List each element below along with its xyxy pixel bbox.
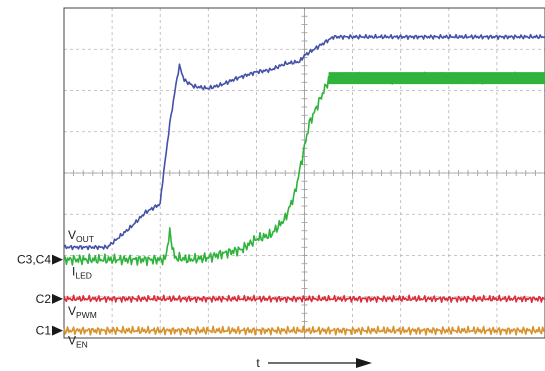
trace-labels: VOUT ILED VPWM VEN: [68, 228, 97, 350]
scope-grid: [63, 7, 545, 339]
waveform-traces: [63, 33, 545, 336]
channel-marker-label: C1: [36, 324, 52, 338]
trace-label-en: VEN: [68, 334, 88, 350]
channel-marker-arrow-icon: [52, 325, 63, 336]
trace-label-led: ILED: [72, 265, 92, 281]
channel-marker-c1: C1: [36, 324, 63, 338]
trace-en: [63, 325, 545, 336]
trace-out: [63, 33, 545, 251]
channel-marker-label: C3,C4: [17, 253, 51, 267]
channel-marker-arrow-icon: [52, 254, 63, 265]
channel-marker-arrow-icon: [52, 293, 63, 304]
trace-label-out: VOUT: [68, 228, 94, 244]
time-axis-arrow-head: [356, 358, 372, 368]
plot-frame: [63, 7, 545, 339]
channel-marker-c3c4: C3,C4: [17, 253, 63, 267]
trace-label-pwm: VPWM: [68, 304, 97, 320]
time-axis-label: t: [256, 356, 260, 370]
channel-marker-c2: C2: [36, 292, 63, 306]
trace-led-band: [328, 72, 545, 85]
time-axis: t: [256, 356, 372, 370]
channel-markers: C3,C4 C2 C1: [17, 253, 63, 338]
channel-marker-label: C2: [36, 292, 52, 306]
trace-pwm: [63, 294, 545, 304]
